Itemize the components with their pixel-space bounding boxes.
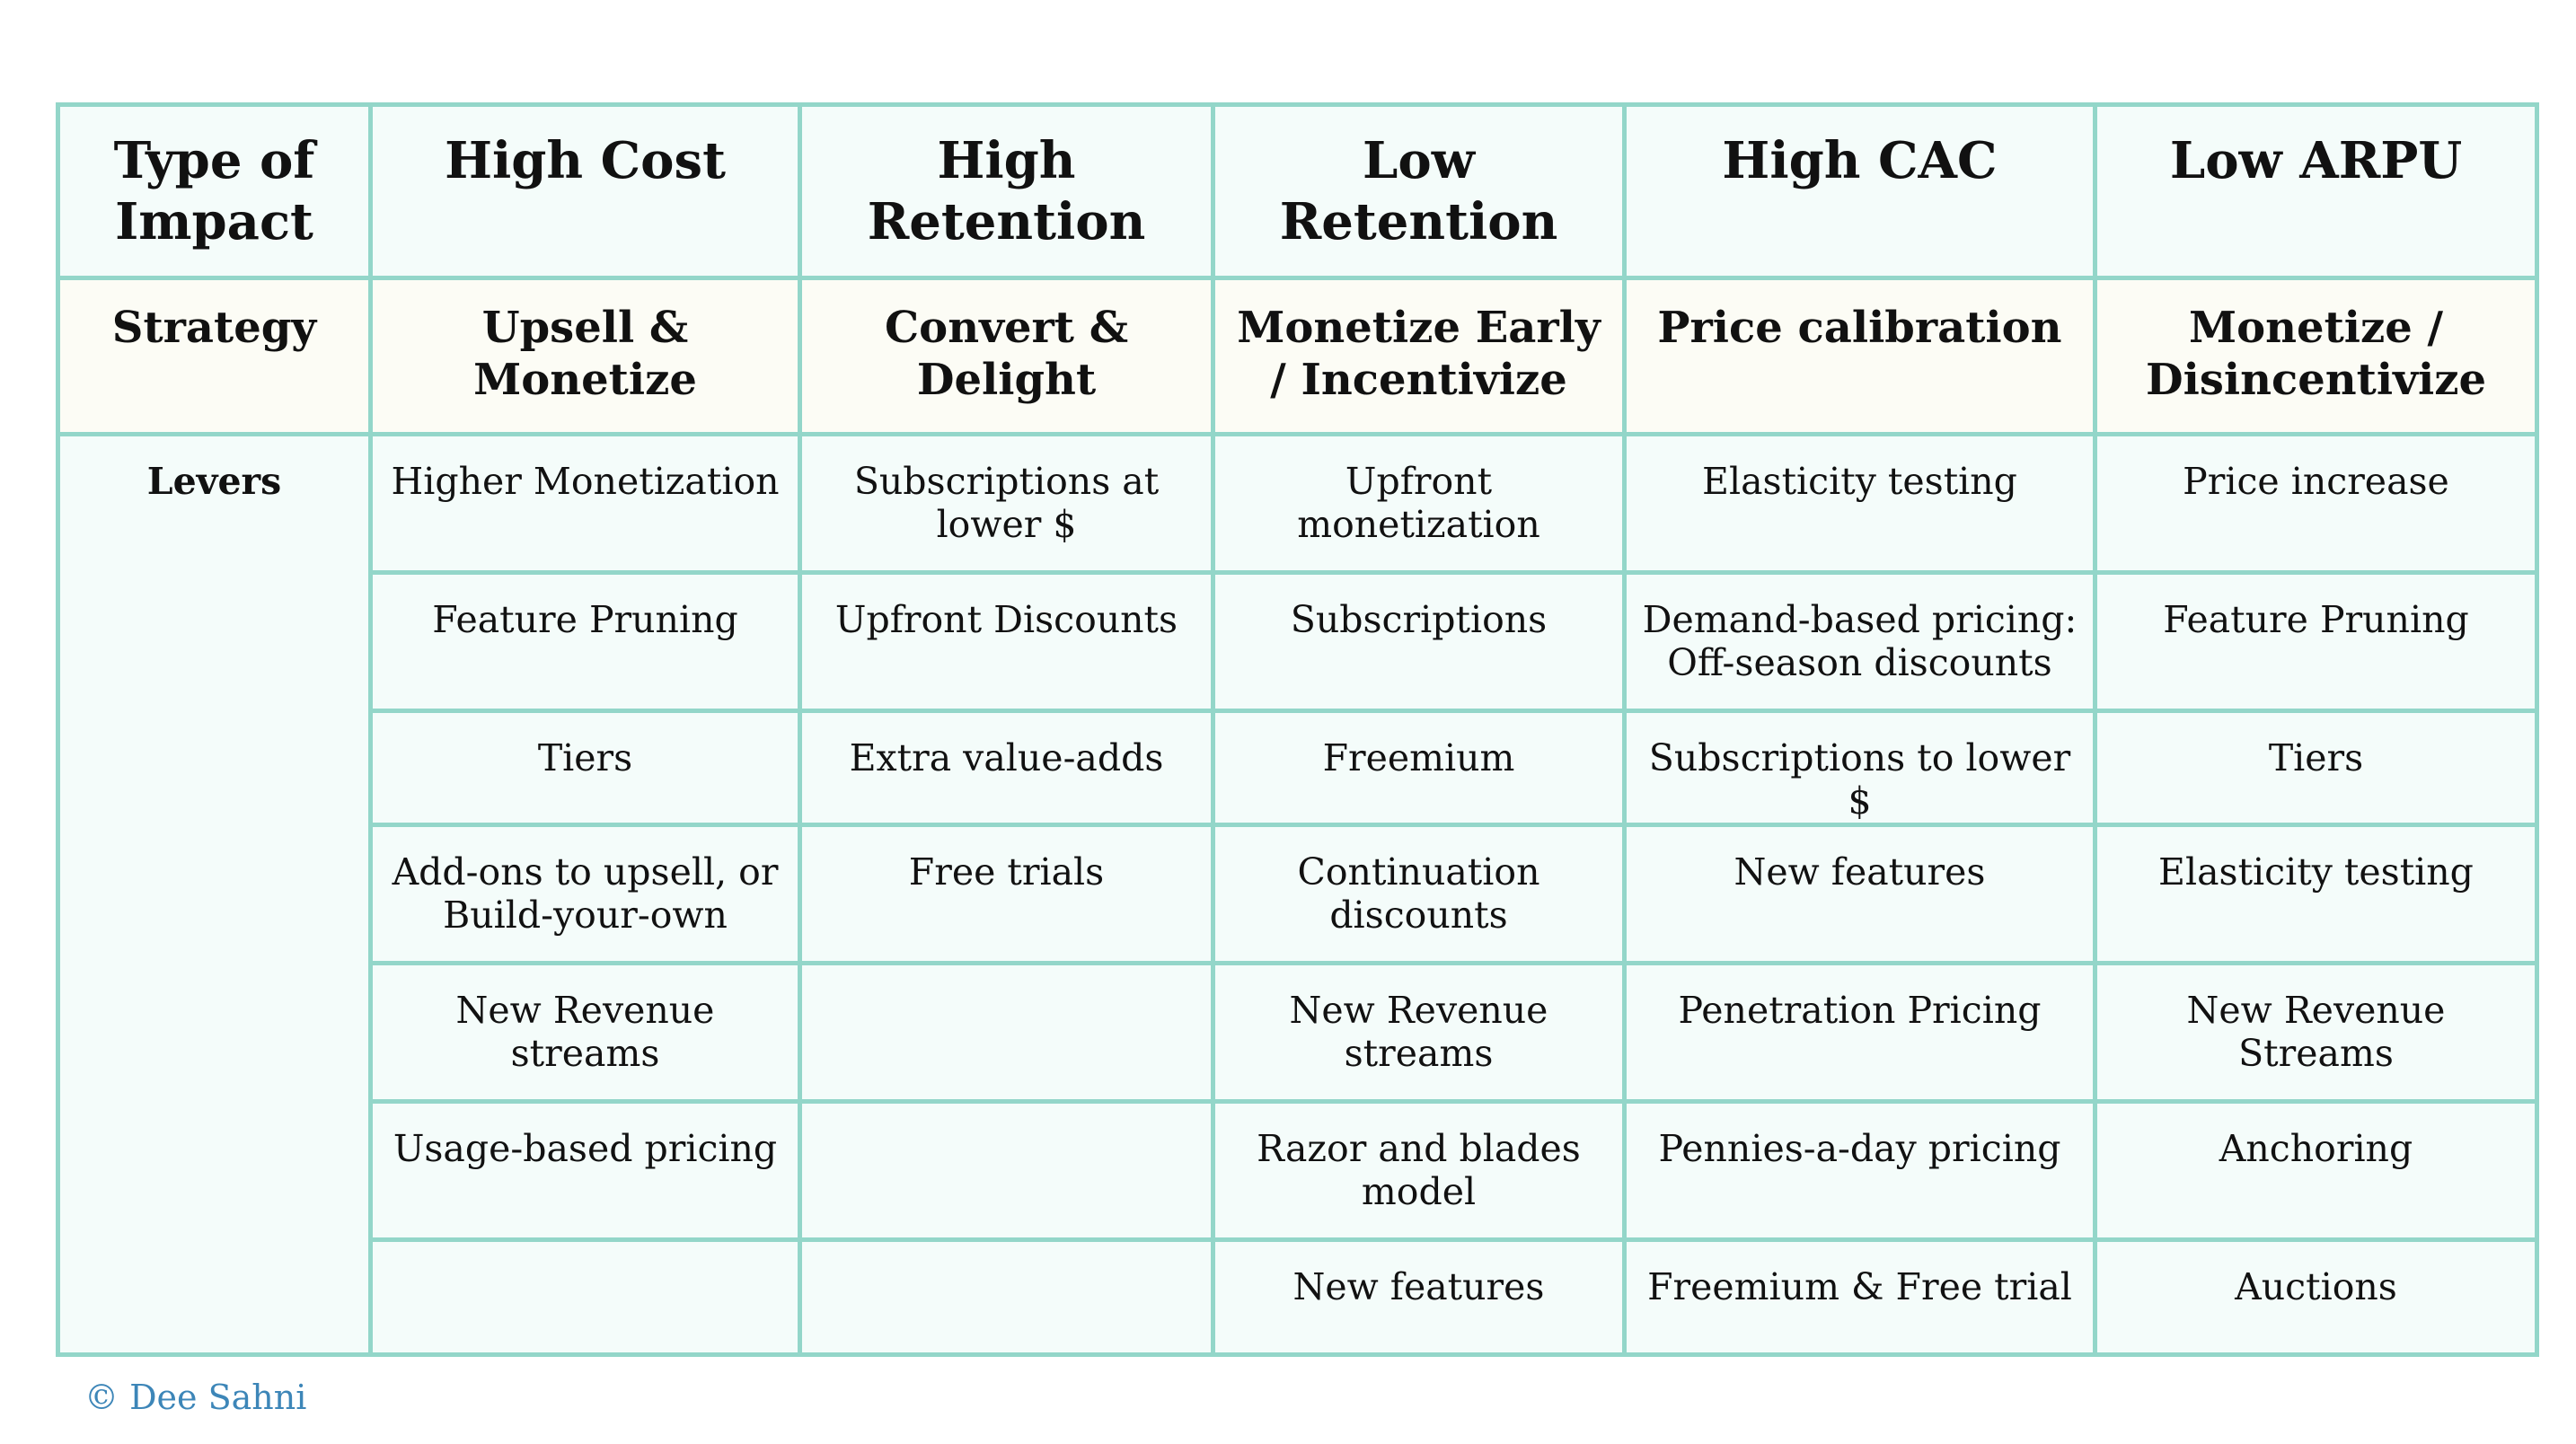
lever-row: Levers Higher Monetization Subscriptions… [56,432,2539,1357]
lever-cell: Add-ons to upsell, or Build-your-own [368,823,802,965]
lever-cell: Freemium & Free trial [1622,1237,2097,1357]
lever-row: Feature Pruning Upfront Discounts Subscr… [58,570,2539,713]
lever-cell: Tiers [368,709,802,827]
header-cell-high-retention: High Retention [798,102,1215,280]
lever-cell: Demand-based pricing: Off-season discoun… [1622,570,2097,713]
header-corner-cell: Type of Impact [56,102,373,280]
lever-cell: Anchoring [2093,1099,2539,1242]
lever-cell: Elasticity testing [1622,432,2097,575]
lever-cell: Feature Pruning [2093,570,2539,713]
strategy-label-cell: Strategy [56,276,373,436]
lever-cell: Freemium [1211,709,1627,827]
lever-row: Usage-based pricing Razor and blades mod… [58,1099,2539,1242]
lever-cell: Usage-based pricing [368,1099,802,1242]
header-row: Type of Impact High Cost High Retention … [56,102,2539,280]
lever-cell [368,1237,802,1357]
lever-row: New features Freemium & Free trial Aucti… [58,1237,2539,1357]
header-cell-high-cost: High Cost [368,102,802,280]
lever-cell [798,1237,1215,1357]
lever-cell [798,1099,1215,1242]
lever-cell [798,961,1215,1104]
strategy-cell: Price calibration [1622,276,2097,436]
lever-cell: Auctions [2093,1237,2539,1357]
lever-row: Add-ons to upsell, or Build-your-own Fre… [58,823,2539,965]
lever-cell: Razor and blades model [1211,1099,1627,1242]
lever-cell: Subscriptions to lower $ [1622,709,2097,827]
lever-cell: Upfront monetization [1211,432,1627,575]
lever-cell: New features [1622,823,2097,965]
strategy-cell: Upsell & Monetize [368,276,802,436]
lever-cell: New features [1211,1237,1627,1357]
strategy-cell: Monetize / Disincentivize [2093,276,2539,436]
lever-cell: Pennies-a-day pricing [1622,1099,2097,1242]
lever-cell: Tiers [2093,709,2539,827]
lever-cell: Price increase [2093,432,2539,575]
lever-cell: Free trials [798,823,1215,965]
strategy-cell: Monetize Early / Incentivize [1211,276,1627,436]
lever-cell: Subscriptions [1211,570,1627,713]
lever-cell: Subscriptions at lower $ [798,432,1215,575]
lever-cell: New Revenue Streams [2093,961,2539,1104]
strategy-row: Strategy Upsell & Monetize Convert & Del… [56,276,2539,436]
lever-cell: Penetration Pricing [1622,961,2097,1104]
lever-cell: New Revenue streams [368,961,802,1104]
copyright-notice: © Dee Sahni [84,1378,307,1417]
lever-cell: New Revenue streams [1211,961,1627,1104]
header-cell-low-retention: Low Retention [1211,102,1627,280]
header-cell-high-cac: High CAC [1622,102,2097,280]
pricing-strategy-table: Type of Impact High Cost High Retention … [56,102,2539,1357]
lever-cell: Continuation discounts [1211,823,1627,965]
lever-cell: Higher Monetization [368,432,802,575]
lever-cell: Feature Pruning [368,570,802,713]
lever-cell: Upfront Discounts [798,570,1215,713]
lever-cell: Elasticity testing [2093,823,2539,965]
header-cell-low-arpu: Low ARPU [2093,102,2539,280]
lever-cell: Extra value-adds [798,709,1215,827]
levers-label-cell: Levers [56,432,373,1357]
lever-row: Tiers Extra value-adds Freemium Subscrip… [58,709,2539,827]
strategy-cell: Convert & Delight [798,276,1215,436]
lever-row: New Revenue streams New Revenue streams … [58,961,2539,1104]
